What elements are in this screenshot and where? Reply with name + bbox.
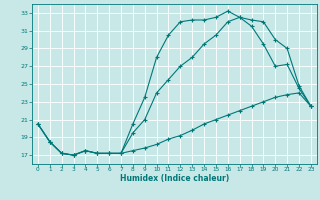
X-axis label: Humidex (Indice chaleur): Humidex (Indice chaleur) — [120, 174, 229, 183]
